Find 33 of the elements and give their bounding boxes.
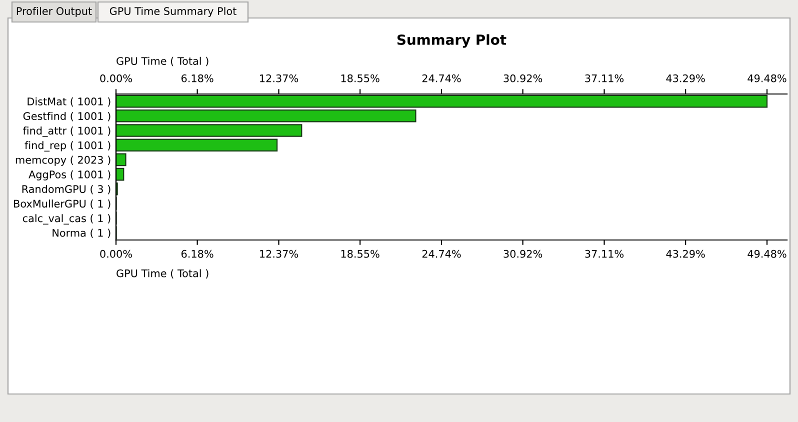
x2-tick-label: 12.37% [260,74,298,82]
x-tick-label: 12.37% [260,250,298,258]
y-tick-label: Gestfind ( 1001 ) [23,112,110,122]
x-tick-label: 0.00% [100,250,132,258]
y-tick-label: find_rep ( 1001 ) [24,141,110,152]
x2-tick-label: 18.55% [341,74,380,82]
y-tick-label: memcopy ( 2023 ) [16,156,110,166]
x-tick-label: 6.18% [181,250,214,258]
y-tick-label: AggPos ( 1001 ) [28,170,110,180]
x2-tick-label: 24.74% [422,74,461,82]
x2-tick-label: 43.29% [666,74,705,82]
x2-tick-label: 30.92% [504,74,542,82]
x-tick-label: 24.74% [422,250,461,258]
x-tick-label: 43.29% [666,250,705,258]
x-tick-label: 37.11% [585,250,624,258]
y-tick-label: RandomGPU ( 3 ) [22,184,110,194]
x2-tick-label: 6.18% [181,74,214,82]
x2-tick-label: 0.00% [100,74,132,82]
x-axis-title: GPU Time ( Total ) [116,269,208,278]
x-tick-label: 30.92% [504,250,542,258]
x2-axis-title: GPU Time ( Total ) [116,56,208,66]
y-tick-label: DistMat ( 1001 ) [28,97,110,107]
y-tick-label: Norma ( 1 ) [52,228,110,238]
text: Profiler Output [16,6,92,18]
y-tick-label: BoxMullerGPU ( 1 ) [14,200,110,209]
text: GPU Time Summary Plot [110,6,236,18]
chart-title: Summary Plot [397,34,506,48]
x2-tick-label: 37.11% [585,74,624,82]
y-tick-label: calc_val_cas ( 1 ) [22,214,110,225]
y-tick-label: find_attr ( 1001 ) [22,126,110,137]
x-tick-label: 18.55% [341,250,380,258]
x-tick-label: 49.48% [748,250,786,258]
x2-tick-label: 49.48% [748,74,786,82]
